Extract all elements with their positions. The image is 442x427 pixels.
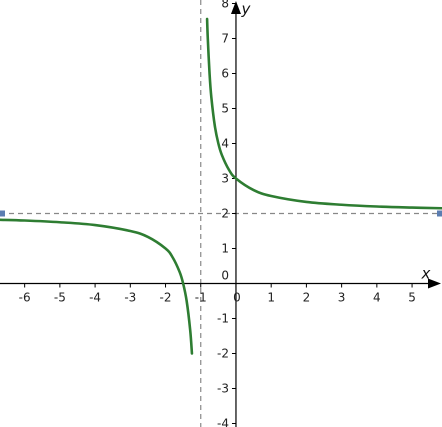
- y-tick-label: 3: [221, 172, 229, 186]
- y-tick-label: -3: [217, 382, 229, 396]
- x-tick-label: 1: [267, 291, 275, 305]
- curve-branch-left: [0, 218, 194, 355]
- y-tick-label: 6: [221, 67, 229, 81]
- x-tick-label: -1: [195, 291, 207, 305]
- y-tick-label: -1: [217, 312, 229, 326]
- label-layer: -6 -5 -4 -3 -2 -1 0 1 2 3 4 5 -4 -3 -2 -1 0 1 2 3 4 5 6 7 8 x y: [19, 0, 431, 427]
- x-tick-label: 0: [233, 291, 241, 305]
- x-tick-label: -5: [54, 291, 66, 305]
- curve-layer: [0, 17, 442, 355]
- curve-branch-right: [205, 17, 442, 210]
- x-axis-arrow: [428, 278, 441, 289]
- y-tick-label: -2: [217, 347, 229, 361]
- y-tick-label: 1: [221, 242, 229, 256]
- y-tick-label: 4: [221, 137, 229, 151]
- x-tick-label: 4: [373, 291, 381, 305]
- asymptote-handle-right[interactable]: [437, 210, 442, 217]
- x-tick-label: -4: [89, 291, 101, 305]
- x-tick-label: 3: [338, 291, 346, 305]
- y-axis-arrow: [230, 1, 241, 14]
- y-tick-label: 0: [221, 269, 229, 283]
- y-axis-title: y: [241, 0, 252, 18]
- y-tick-label: 2: [221, 207, 229, 221]
- x-tick-label: 2: [303, 291, 311, 305]
- x-axis-title: x: [421, 265, 431, 283]
- y-tick-label: 5: [221, 102, 229, 116]
- x-tick-label: 5: [408, 291, 416, 305]
- y-tick-label: 8: [221, 0, 229, 11]
- asymptote-handle-left[interactable]: [0, 210, 5, 217]
- y-tick-label: 7: [221, 32, 229, 46]
- x-tick-label: -6: [19, 291, 31, 305]
- y-tick-label: -4: [217, 417, 229, 427]
- x-tick-label: -3: [124, 291, 136, 305]
- x-tick-label: -2: [160, 291, 172, 305]
